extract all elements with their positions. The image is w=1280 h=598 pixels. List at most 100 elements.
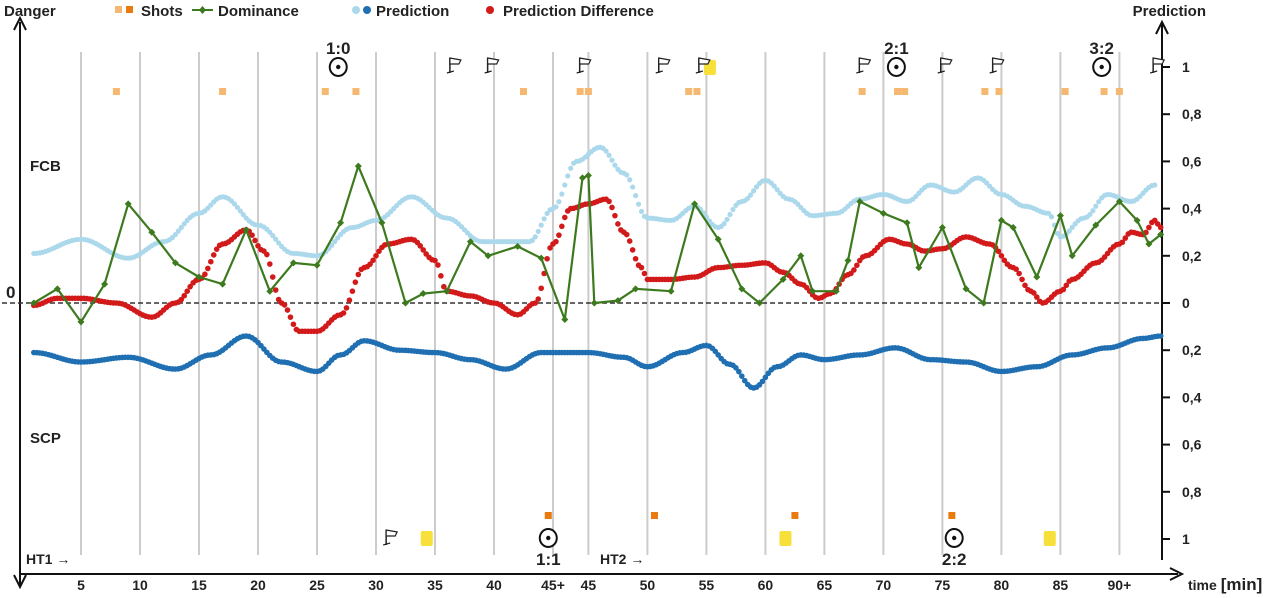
corner-flag-cloth (487, 57, 500, 65)
prediction-difference-point (632, 255, 639, 262)
dominance-point (101, 280, 109, 288)
card-marker (1043, 531, 1056, 546)
corner-flag-base (856, 70, 864, 74)
goal-ball-center (894, 64, 899, 70)
prediction-difference-point (1016, 270, 1022, 277)
shot-marker (948, 512, 956, 519)
prediction-difference-point (205, 265, 211, 272)
prediction-difference-point (202, 271, 208, 278)
prediction-difference-point (213, 246, 220, 252)
x-tick-label: 45 (581, 577, 597, 593)
prediction-difference-point (535, 296, 542, 302)
x-tick-label: 45+ (541, 577, 565, 593)
dominance-point (313, 261, 321, 269)
dominance-point (584, 172, 592, 180)
prediction-top-point (745, 195, 751, 202)
dominance-point (938, 223, 946, 231)
prediction-difference-point (1146, 224, 1152, 231)
corner-flag-cloth (449, 57, 462, 65)
corner-flag-base (484, 70, 492, 74)
prediction-top-point (172, 231, 178, 238)
corner-flag-base (989, 70, 997, 74)
prediction-top-point (624, 172, 630, 178)
corner-flag-base (576, 70, 584, 74)
x-tick-label: 40 (486, 577, 502, 593)
prediction-difference-point (1122, 235, 1129, 241)
dominance-point (337, 219, 345, 227)
legend-dominance-marker (199, 6, 206, 14)
x-axis-title-unit: [min] (1221, 575, 1263, 594)
prediction-top-point (553, 204, 559, 210)
prediction-difference-point (532, 300, 539, 306)
dominance-point (691, 200, 699, 208)
prediction-top-point (568, 165, 574, 171)
dominance-series (30, 162, 1165, 326)
dominance-point (590, 299, 598, 307)
shot-marker (650, 512, 658, 519)
prediction-top-point (562, 182, 568, 188)
dominance-point (809, 287, 817, 295)
prediction-difference-point (995, 248, 1002, 255)
prediction-difference-point (432, 257, 438, 264)
corner-flag-icon (695, 57, 711, 74)
dominance-point (1092, 221, 1100, 229)
corner-flag-icon (856, 57, 872, 74)
card-marker (779, 531, 792, 546)
prediction-difference-point (343, 305, 350, 311)
prediction-top-point (606, 152, 612, 158)
half-time-2-label: HT2 → (600, 551, 644, 567)
y-tick-label: 0,6 (1182, 437, 1202, 453)
prediction-difference-point (370, 257, 376, 264)
dominance-point (124, 200, 132, 208)
prediction-top-point (771, 183, 777, 189)
corner-flag-base (446, 70, 455, 74)
corner-flag-base (937, 70, 945, 74)
prediction-top-point (1096, 199, 1102, 205)
prediction-difference-point (547, 245, 553, 251)
dominance-line (33, 165, 1162, 323)
prediction-difference-point (420, 247, 427, 253)
prediction-top-point (1054, 230, 1061, 237)
goal-score-label: 2:2 (942, 550, 967, 569)
prediction-difference-point (181, 292, 188, 299)
dominance-point (561, 316, 569, 324)
shot-marker (1061, 88, 1069, 95)
prediction-top-point (178, 224, 184, 231)
shot-marker (995, 88, 1003, 95)
legend-prediction-label: Prediction (376, 3, 449, 20)
prediction-difference-point (281, 302, 288, 308)
x-tick-label: 60 (758, 577, 774, 593)
prediction-top-point (724, 216, 730, 223)
prediction-top-point (627, 177, 633, 183)
prediction-top-point (1093, 203, 1099, 209)
corner-flag-cloth (658, 57, 671, 65)
prediction-bottom-series (31, 333, 1164, 391)
dominance-point (714, 235, 722, 243)
prediction-top-point (753, 184, 760, 190)
x-axis-title-prefix: time (1188, 577, 1221, 593)
prediction-difference-point (629, 247, 636, 253)
prediction-difference-point (264, 251, 270, 258)
shot-marker (693, 88, 701, 95)
dominance-point (354, 162, 362, 170)
prediction-top-point (529, 237, 535, 243)
team-label-fcb: FCB (30, 158, 61, 175)
corner-flag-icon (382, 529, 399, 546)
shot-marker (791, 512, 799, 519)
legend-prediction-difference-swatch (486, 6, 494, 14)
prediction-difference-point (252, 237, 258, 244)
corner-flag-cloth (579, 57, 592, 65)
prediction-difference-point (1031, 290, 1037, 296)
y-tick-label: 1 (1182, 59, 1190, 75)
prediction-difference-point (606, 198, 612, 205)
prediction-top-point (175, 228, 181, 234)
x-tick-label: 20 (250, 577, 266, 593)
x-tick-label: 75 (935, 577, 951, 593)
prediction-difference-point (615, 221, 621, 227)
prediction-difference-point (272, 287, 279, 293)
goal-marker: 1:1 (536, 528, 561, 569)
prediction-difference-point (1022, 282, 1028, 289)
prediction-difference-point (284, 307, 291, 313)
prediction-difference-point (355, 271, 362, 278)
